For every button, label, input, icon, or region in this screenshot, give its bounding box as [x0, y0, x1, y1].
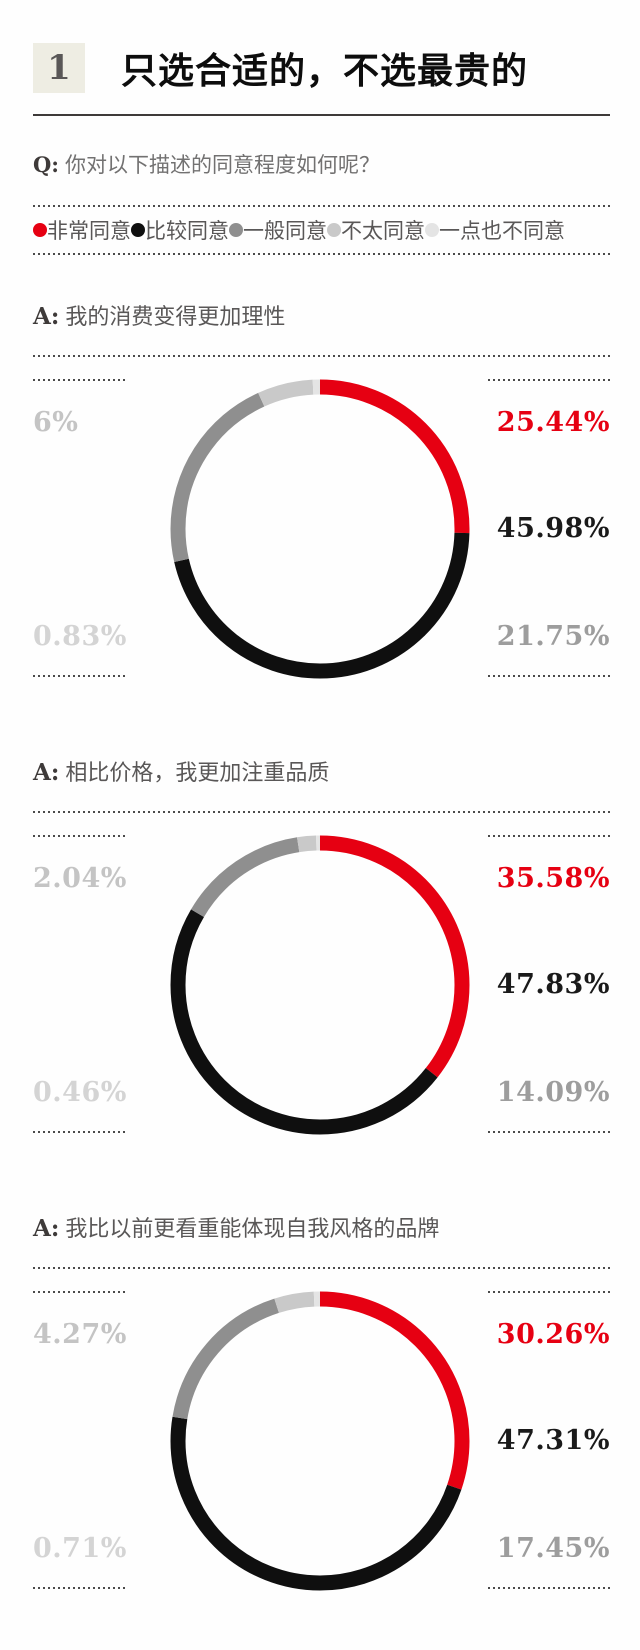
donut-chart-section-1: 6% 25.44% 45.98% 0.83% 21.75% — [0, 369, 640, 691]
dotted-tick — [488, 1131, 610, 1133]
answer-statement: 相比价格，我更加注重品质 — [65, 760, 330, 785]
answer-row-3: A: 我比以前更看重能体现自我风格的品牌 — [33, 1211, 610, 1243]
answer-prefix: A: — [33, 1215, 60, 1242]
header: 1 只选合适的，不选最贵的 — [33, 42, 607, 94]
dotted-tick — [488, 1587, 610, 1589]
value-somewhat-agree: 47.31% — [496, 1425, 610, 1456]
donut-chart — [170, 1291, 470, 1591]
value-strongly-agree: 35.58% — [496, 863, 610, 894]
answer-prefix: A: — [33, 303, 60, 330]
answer-row-2: A: 相比价格，我更加注重品质 — [33, 755, 610, 787]
dotted-tick — [33, 1587, 125, 1589]
answer-row-1: A: 我的消费变得更加理性 — [33, 299, 610, 331]
donut-chart-section-2: 2.04% 35.58% 47.83% 0.46% 14.09% — [0, 825, 640, 1147]
dotted-divider — [33, 253, 610, 255]
legend-item-somewhat-agree: 比较同意 — [131, 215, 229, 245]
value-neutral: 14.09% — [496, 1077, 610, 1108]
legend-label: 一般同意 — [243, 220, 327, 243]
header-divider — [33, 114, 610, 116]
section-number-badge: 1 — [33, 43, 85, 93]
dotted-tick — [33, 675, 125, 677]
donut-segment-1 — [170, 835, 470, 1135]
value-strongly-disagree: 0.83% — [33, 621, 127, 652]
dotted-tick — [488, 835, 610, 837]
value-strongly-disagree: 0.71% — [33, 1533, 127, 1564]
answer-statement: 我比以前更看重能体现自我风格的品牌 — [65, 1216, 440, 1241]
question-text: 你对以下描述的同意程度如何呢？ — [65, 154, 381, 177]
legend-label: 不太同意 — [341, 220, 425, 243]
answer-prefix: A: — [33, 759, 60, 786]
donut-segment-2 — [170, 379, 470, 679]
legend-item-neutral: 一般同意 — [229, 215, 327, 245]
answer-statement: 我的消费变得更加理性 — [65, 304, 286, 329]
value-disagree: 4.27% — [33, 1319, 127, 1350]
donut-segment-4 — [170, 835, 470, 1135]
legend-dot-strongly-agree-icon — [33, 223, 47, 237]
legend-label: 非常同意 — [47, 220, 131, 243]
donut-chart — [170, 835, 470, 1135]
donut-segment-1 — [170, 379, 470, 679]
dotted-tick — [488, 379, 610, 381]
dotted-divider — [33, 811, 610, 813]
dotted-tick — [33, 835, 125, 837]
legend-dot-disagree-icon — [327, 223, 341, 237]
legend-dot-strongly-disagree-icon — [425, 223, 439, 237]
value-disagree: 2.04% — [33, 863, 127, 894]
donut-segment-4 — [170, 1291, 470, 1591]
donut-segment-4 — [170, 379, 470, 679]
value-somewhat-agree: 45.98% — [496, 513, 610, 544]
dotted-tick — [33, 1131, 125, 1133]
dotted-tick — [33, 1291, 125, 1293]
value-disagree: 6% — [33, 407, 79, 438]
legend-item-disagree: 不太同意 — [327, 215, 425, 245]
value-neutral: 17.45% — [496, 1533, 610, 1564]
value-strongly-agree: 25.44% — [496, 407, 610, 438]
dotted-divider — [33, 355, 610, 357]
donut-chart-section-3: 4.27% 30.26% 47.31% 0.71% 17.45% — [0, 1281, 640, 1603]
donut-chart — [170, 379, 470, 679]
dotted-tick — [33, 379, 125, 381]
page-title: 只选合适的，不选最贵的 — [121, 50, 529, 91]
dotted-divider — [33, 205, 610, 207]
legend-item-strongly-disagree: 一点也不同意 — [425, 215, 565, 245]
legend-label: 比较同意 — [145, 220, 229, 243]
question-row: Q: 你对以下描述的同意程度如何呢？ — [33, 149, 610, 179]
question-prefix: Q: — [33, 152, 60, 177]
value-neutral: 21.75% — [496, 621, 610, 652]
value-strongly-disagree: 0.46% — [33, 1077, 127, 1108]
dotted-tick — [488, 1291, 610, 1293]
dotted-divider — [33, 1267, 610, 1269]
value-strongly-agree: 30.26% — [496, 1319, 610, 1350]
legend-dot-neutral-icon — [229, 223, 243, 237]
dotted-tick — [488, 675, 610, 677]
bottom-spacer — [0, 1603, 640, 1650]
legend: 非常同意 比较同意 一般同意 不太同意 一点也不同意 — [33, 215, 610, 245]
legend-dot-somewhat-agree-icon — [131, 223, 145, 237]
legend-label: 一点也不同意 — [439, 220, 565, 243]
legend-item-strongly-agree: 非常同意 — [33, 215, 131, 245]
value-somewhat-agree: 47.83% — [496, 969, 610, 1000]
